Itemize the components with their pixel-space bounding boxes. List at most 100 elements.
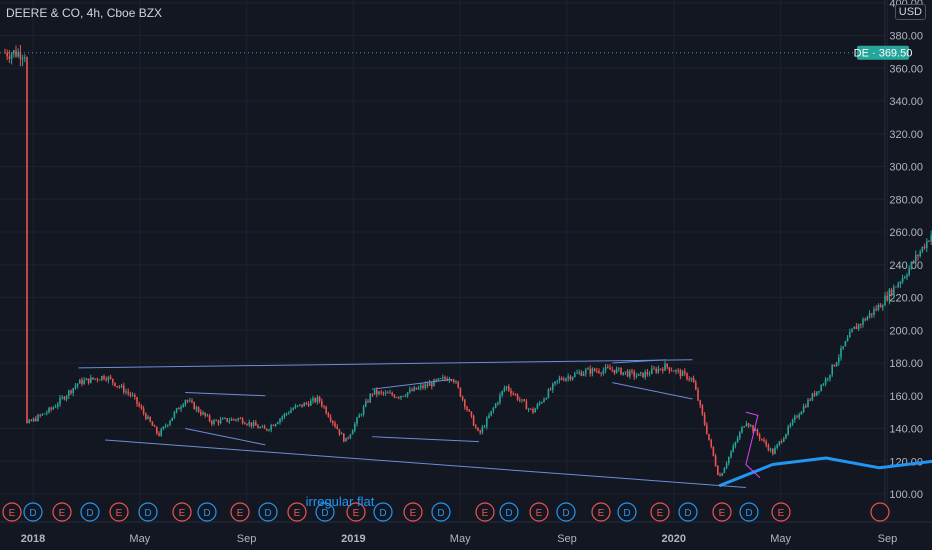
candle-body [701, 405, 704, 415]
dividend-marker[interactable] [197, 502, 217, 522]
earnings-marker[interactable] [2, 502, 22, 522]
candle-body [831, 364, 833, 375]
candle-body [400, 395, 402, 398]
trendline[interactable] [78, 359, 693, 369]
candle-body [791, 419, 794, 425]
candle-body [620, 367, 622, 375]
dividend-marker[interactable] [431, 502, 451, 522]
candle-body [717, 465, 719, 475]
earnings-marker[interactable] [230, 502, 250, 522]
candle-body [917, 255, 919, 257]
dividend-marker[interactable] [138, 502, 158, 522]
trendline[interactable] [372, 378, 453, 390]
dividend-marker[interactable] [739, 502, 759, 522]
flat-pattern-drawing[interactable] [745, 411, 761, 478]
candle-body [816, 391, 818, 396]
candle-body [499, 394, 501, 403]
candle-body [376, 389, 378, 395]
candle-body [600, 372, 602, 374]
trendline[interactable] [372, 436, 479, 443]
candle-body [514, 393, 517, 395]
candle-body [811, 393, 814, 401]
annotation-irregular-flat[interactable]: irregular flat [306, 494, 375, 509]
candle-body [63, 397, 66, 400]
earnings-marker[interactable] [529, 502, 549, 522]
earnings-marker[interactable] [650, 502, 670, 522]
candle-body [488, 415, 490, 419]
dividend-marker[interactable] [373, 502, 393, 522]
dividend-marker[interactable] [678, 502, 698, 522]
x-tick-label: May [450, 533, 471, 545]
earnings-marker[interactable] [172, 502, 192, 522]
candle-body [219, 419, 222, 424]
earnings-marker[interactable] [712, 502, 732, 522]
candle-body [780, 441, 783, 443]
candle-body [853, 326, 855, 329]
candle-body [895, 286, 897, 288]
candle-body [723, 467, 726, 474]
earnings-marker[interactable] [287, 502, 307, 522]
candle-body [24, 57, 26, 59]
candle-body [708, 433, 710, 441]
trendline[interactable] [105, 439, 746, 488]
candle-body [809, 399, 811, 401]
candle-body [57, 404, 59, 407]
dividend-marker[interactable] [617, 502, 637, 522]
candle-body [28, 419, 30, 424]
candle-body [576, 372, 578, 374]
dividend-marker[interactable] [499, 502, 519, 522]
candle-body [567, 376, 569, 379]
dividend-marker[interactable] [80, 502, 100, 522]
x-tick-label: 2020 [662, 533, 686, 545]
earnings-marker[interactable] [870, 502, 890, 522]
candle-body [860, 324, 862, 325]
candle-body [655, 368, 657, 373]
candle-body [193, 402, 195, 410]
dividend-marker[interactable] [556, 502, 576, 522]
candle-body [829, 374, 831, 379]
candle-body [116, 386, 118, 387]
x-tick-label: Sep [237, 533, 257, 545]
y-tick-label: 360.00 [889, 63, 923, 75]
trendline[interactable] [612, 382, 693, 400]
candle-body [565, 378, 567, 381]
earnings-marker[interactable] [591, 502, 611, 522]
candle-body [81, 379, 83, 385]
candle-body [633, 371, 635, 377]
dividend-marker[interactable] [258, 502, 278, 522]
earnings-marker[interactable] [403, 502, 423, 522]
currency-button[interactable]: USD [894, 4, 926, 20]
candle-body [237, 418, 239, 421]
candle-body [457, 381, 459, 388]
event-marker-label: D [379, 508, 386, 519]
candle-body [734, 442, 737, 446]
dividend-marker[interactable] [23, 502, 43, 522]
candle-body [285, 413, 288, 415]
candle-body [369, 394, 371, 403]
candle-body [32, 418, 35, 422]
earnings-marker[interactable] [52, 502, 72, 522]
candle-body [772, 449, 774, 454]
candle-body [670, 370, 673, 372]
candle-body [347, 437, 349, 439]
dividend-marker[interactable] [315, 502, 335, 522]
earnings-marker[interactable] [346, 502, 366, 522]
earnings-marker[interactable] [475, 502, 495, 522]
candle-body [547, 389, 550, 399]
candle-body [167, 424, 169, 426]
candle-body [607, 366, 609, 368]
earnings-marker[interactable] [771, 502, 791, 522]
candle-body [299, 404, 301, 406]
candle-body [666, 363, 668, 368]
candle-body [879, 304, 882, 308]
trendline[interactable] [185, 391, 266, 397]
candle-body [644, 372, 646, 378]
candle-body [112, 378, 114, 383]
trendline[interactable] [612, 359, 666, 364]
candle-body [30, 419, 33, 422]
candle-body [118, 386, 121, 388]
trendline[interactable] [185, 428, 266, 446]
candle-body [338, 429, 341, 435]
earnings-marker[interactable] [109, 502, 129, 522]
